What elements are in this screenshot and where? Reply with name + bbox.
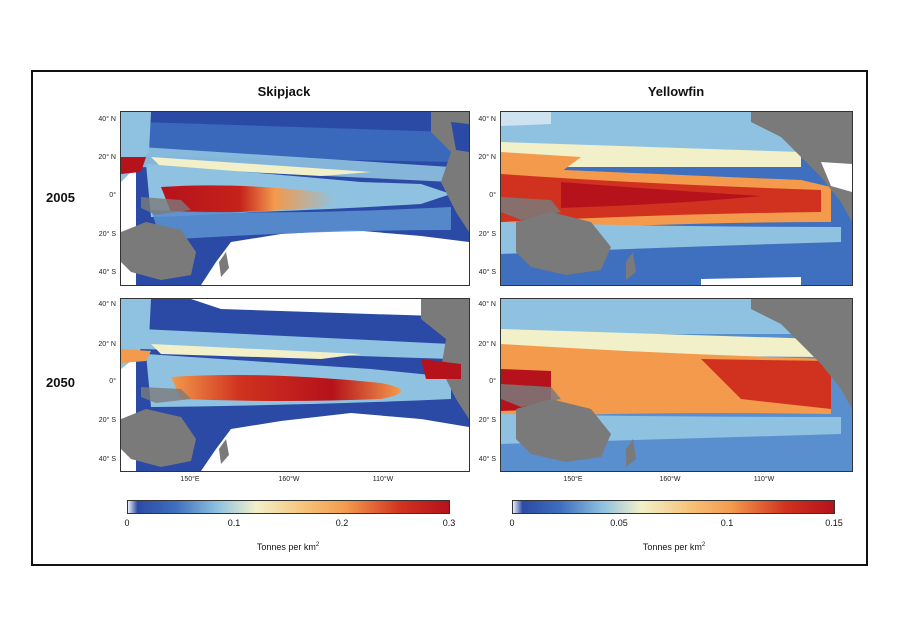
colorbar-unit-label: Tonnes per km2 [218, 542, 358, 552]
lat-label-0: 0° [109, 192, 116, 199]
colorbar-unit-label: Tonnes per km2 [604, 542, 744, 552]
colorbar-tick: 0 [124, 518, 130, 528]
colorbar-tick: 0.2 [335, 518, 349, 528]
lat-label-40s: 40° S [98, 269, 116, 276]
lat-label-20s: 20° S [478, 231, 496, 238]
lat-label-40n: 40° N [98, 301, 116, 308]
colorbar-tick: 0.3 [442, 518, 456, 528]
map-yellowfin-2005 [500, 111, 853, 286]
lat-label-0: 0° [109, 378, 116, 385]
figure-frame [31, 70, 868, 566]
column-title-skipjack: Skipjack [257, 84, 311, 99]
colorbar-skipjack [127, 500, 450, 514]
colorbar-tick: 0.15 [825, 518, 843, 528]
lat-label-20s: 20° S [98, 231, 116, 238]
lon-label-160w: 160°W [278, 476, 300, 483]
lat-label-0: 0° [489, 378, 496, 385]
colorbar-tick: 0.1 [720, 518, 734, 528]
lat-label-20s: 20° S [478, 417, 496, 424]
column-title-yellowfin: Yellowfin [647, 84, 705, 99]
lat-label-40n: 40° N [98, 116, 116, 123]
lat-label-40s: 40° S [478, 269, 496, 276]
colorbar-unit-sup: 2 [315, 542, 320, 548]
lat-label-20n: 20° N [478, 154, 496, 161]
lat-label-40n: 40° N [478, 301, 496, 308]
row-label-2005: 2005 [46, 190, 75, 205]
row-label-2050: 2050 [46, 375, 75, 390]
lat-label-40s: 40° S [98, 456, 116, 463]
colorbar-unit-text: Tonnes per km [256, 542, 316, 552]
lat-label-20s: 20° S [98, 417, 116, 424]
colorbar-unit-sup: 2 [701, 542, 706, 548]
colorbar-tick: 0 [509, 518, 515, 528]
lon-label-150e: 150°E [180, 476, 200, 483]
colorbar-unit-text: Tonnes per km [642, 542, 702, 552]
lon-label-150e: 150°E [563, 476, 583, 483]
lat-label-40n: 40° N [478, 116, 496, 123]
lon-label-160w: 160°W [659, 476, 681, 483]
lat-label-20n: 20° N [98, 341, 116, 348]
map-yellowfin-2050 [500, 298, 853, 472]
lat-label-0: 0° [489, 192, 496, 199]
map-skipjack-2005 [120, 111, 470, 286]
lat-label-40s: 40° S [478, 456, 496, 463]
lon-label-110w: 110°W [753, 476, 775, 483]
colorbar-tick: 0.05 [610, 518, 628, 528]
colorbar-tick: 0.1 [227, 518, 241, 528]
map-skipjack-2050 [120, 298, 470, 472]
colorbar-yellowfin [512, 500, 835, 514]
lat-label-20n: 20° N [478, 341, 496, 348]
lat-label-20n: 20° N [98, 154, 116, 161]
lon-label-110w: 110°W [372, 476, 394, 483]
